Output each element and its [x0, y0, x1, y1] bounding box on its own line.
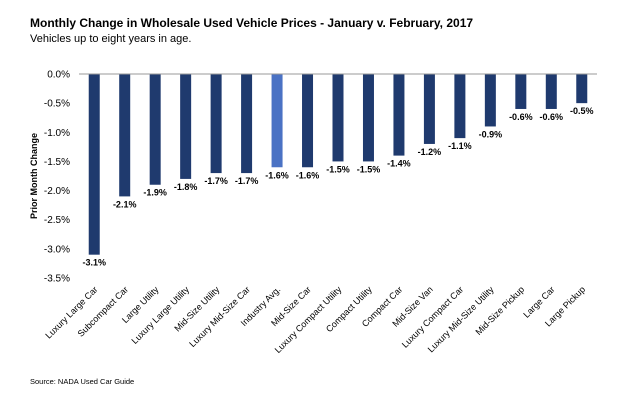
- data-label: -1.7%: [204, 176, 228, 186]
- y-tick-label: 0.0%: [47, 70, 70, 81]
- bar: [149, 74, 161, 185]
- data-label: -0.6%: [540, 112, 564, 122]
- bar: [362, 74, 374, 162]
- data-label: -1.4%: [387, 159, 411, 169]
- y-axis-label: Prior Month Change: [29, 133, 39, 219]
- data-label: -0.6%: [509, 112, 533, 122]
- bar: [423, 74, 435, 144]
- data-label: -0.9%: [479, 129, 503, 139]
- bar: [454, 74, 466, 139]
- data-label: -1.2%: [418, 147, 442, 157]
- data-label: -1.1%: [448, 141, 472, 151]
- chart-subtitle: Vehicles up to eight years in age.: [30, 33, 192, 45]
- data-label: -3.1%: [82, 258, 106, 268]
- bar: [302, 74, 314, 168]
- bar: [545, 74, 557, 109]
- bar: [241, 74, 253, 174]
- bar: [180, 74, 192, 179]
- y-tick-label: -1.0%: [44, 128, 70, 139]
- bar: [210, 74, 222, 174]
- source-note: Source: NADA Used Car Guide: [30, 377, 135, 386]
- data-label: -1.9%: [143, 188, 167, 198]
- y-axis-ticks: 0.0% -0.5% -1.0% -1.5% -2.0% -2.5% -3.0% -3.5%: [44, 70, 70, 285]
- y-tick-label: -1.5%: [44, 157, 70, 168]
- data-label: -1.6%: [296, 170, 320, 180]
- data-label: -0.5%: [570, 106, 594, 116]
- y-tick-label: -2.5%: [44, 215, 70, 226]
- y-tick-label: -0.5%: [44, 99, 70, 110]
- data-label: -1.5%: [326, 164, 350, 174]
- bar: [332, 74, 344, 162]
- data-label: -2.1%: [113, 199, 137, 209]
- bar: [515, 74, 527, 109]
- bar: [119, 74, 131, 197]
- bar: [576, 74, 588, 104]
- category-label: Luxury Large Car: [43, 284, 99, 340]
- data-label: -1.8%: [174, 182, 198, 192]
- y-tick-label: -3.0%: [44, 244, 70, 255]
- chart-title: Monthly Change in Wholesale Used Vehicle…: [30, 16, 474, 30]
- data-label: -1.6%: [265, 170, 289, 180]
- bar: [393, 74, 405, 156]
- y-tick-label: -3.5%: [44, 274, 70, 285]
- bar: [271, 74, 283, 168]
- bars: [88, 74, 588, 255]
- bar: [484, 74, 496, 127]
- y-tick-label: -2.0%: [44, 186, 70, 197]
- data-label: -1.5%: [357, 164, 381, 174]
- bar: [88, 74, 100, 255]
- category-label: Luxury Large Utility: [130, 284, 192, 346]
- data-labels: -3.1% -2.1% -1.9% -1.8% -1.7% -1.7% -1.6% -1.6%…: [82, 106, 593, 268]
- data-label: -1.7%: [235, 176, 259, 186]
